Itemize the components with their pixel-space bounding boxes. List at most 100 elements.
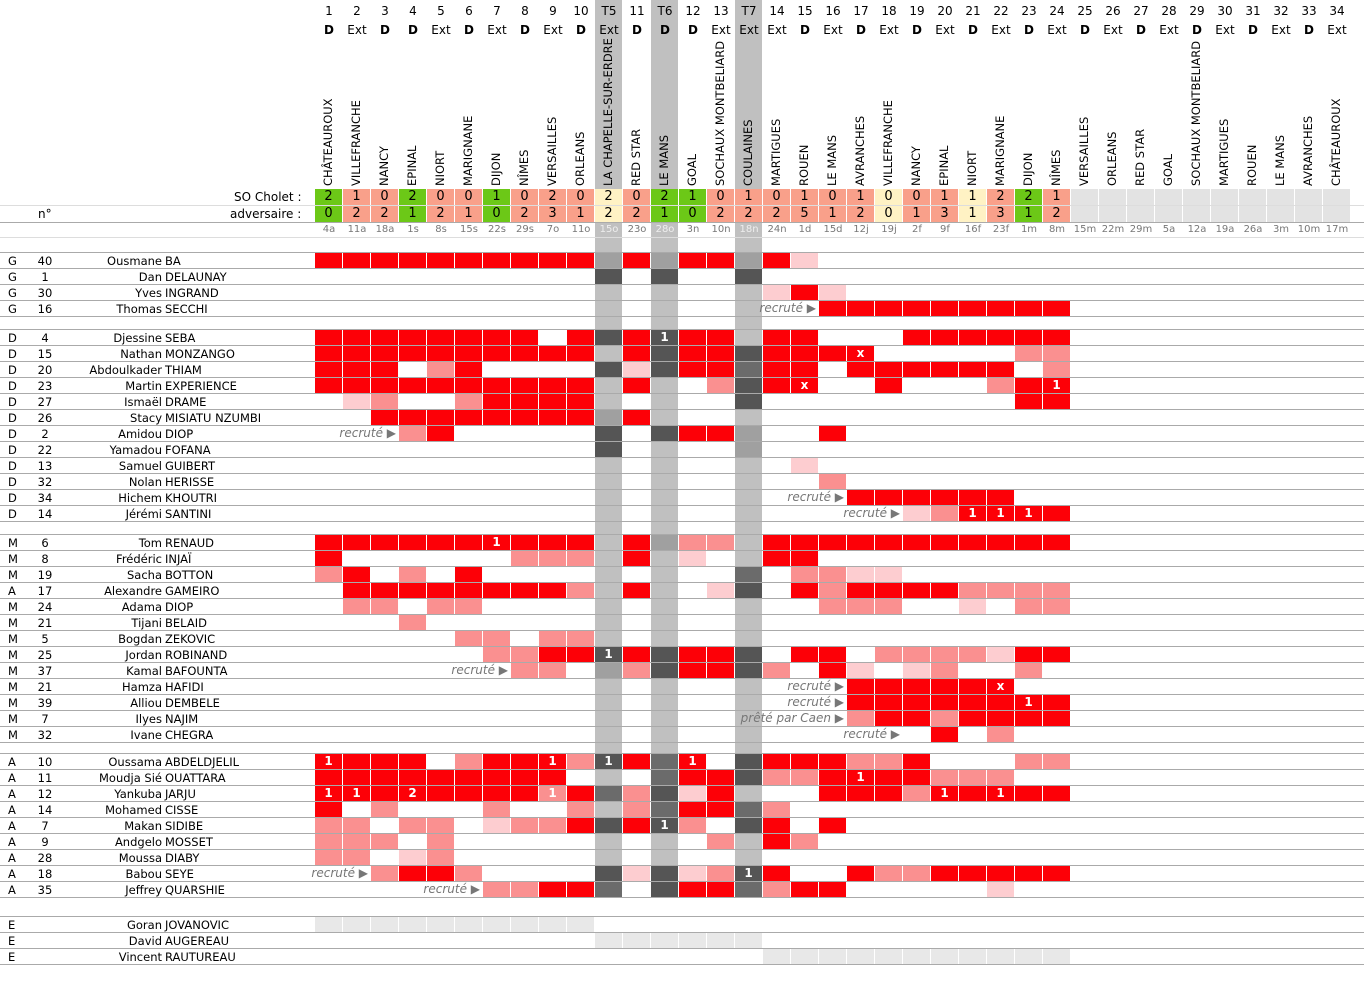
appearance-cell[interactable] bbox=[987, 330, 1014, 345]
appearance-cell[interactable] bbox=[847, 567, 874, 582]
appearance-cell[interactable] bbox=[623, 253, 650, 268]
appearance-cell[interactable] bbox=[343, 253, 370, 268]
appearance-cell[interactable] bbox=[343, 535, 370, 550]
appearance-cell[interactable] bbox=[567, 583, 594, 598]
appearance-cell[interactable] bbox=[595, 933, 622, 948]
player-first-name[interactable]: Hamza bbox=[122, 680, 162, 694]
goal-cell[interactable]: 1 bbox=[315, 754, 342, 769]
appearance-cell[interactable] bbox=[847, 866, 874, 881]
player-last-name[interactable]: SEYE bbox=[165, 867, 194, 881]
appearance-cell[interactable] bbox=[931, 727, 958, 742]
appearance-cell[interactable] bbox=[1015, 866, 1042, 881]
appearance-cell[interactable] bbox=[427, 786, 454, 801]
appearance-cell[interactable] bbox=[1043, 394, 1070, 409]
appearance-cell[interactable] bbox=[1015, 330, 1042, 345]
appearance-cell[interactable] bbox=[819, 535, 846, 550]
player-first-name[interactable]: Dan bbox=[138, 270, 162, 284]
appearance-cell[interactable] bbox=[371, 330, 398, 345]
appearance-cell[interactable] bbox=[707, 362, 734, 377]
appearance-cell[interactable] bbox=[875, 362, 902, 377]
appearance-cell[interactable] bbox=[791, 535, 818, 550]
appearance-cell[interactable] bbox=[763, 770, 790, 785]
appearance-cell[interactable] bbox=[315, 818, 342, 833]
appearance-cell[interactable] bbox=[651, 253, 678, 268]
appearance-cell[interactable] bbox=[483, 882, 510, 897]
appearance-cell[interactable] bbox=[483, 346, 510, 361]
appearance-cell[interactable] bbox=[1043, 506, 1070, 521]
appearance-cell[interactable] bbox=[763, 818, 790, 833]
appearance-cell[interactable] bbox=[903, 679, 930, 694]
appearance-cell[interactable] bbox=[735, 269, 762, 284]
appearance-cell[interactable] bbox=[791, 882, 818, 897]
appearance-cell[interactable] bbox=[1043, 695, 1070, 710]
player-last-name[interactable]: INGRAND bbox=[165, 286, 219, 300]
appearance-cell[interactable] bbox=[819, 818, 846, 833]
appearance-cell[interactable] bbox=[707, 583, 734, 598]
appearance-cell[interactable] bbox=[791, 834, 818, 849]
player-first-name[interactable]: Martin bbox=[125, 379, 162, 393]
player-last-name[interactable]: CHEGRA bbox=[165, 728, 214, 742]
appearance-cell[interactable] bbox=[427, 410, 454, 425]
player-first-name[interactable]: Mohamed bbox=[105, 803, 162, 817]
appearance-cell[interactable] bbox=[903, 663, 930, 678]
appearance-cell[interactable] bbox=[483, 770, 510, 785]
goal-cell[interactable]: 1 bbox=[1015, 506, 1042, 521]
appearance-cell[interactable] bbox=[763, 882, 790, 897]
appearance-cell[interactable] bbox=[623, 663, 650, 678]
appearance-cell[interactable] bbox=[707, 663, 734, 678]
appearance-cell[interactable] bbox=[427, 917, 454, 932]
appearance-cell[interactable] bbox=[819, 474, 846, 489]
appearance-cell[interactable] bbox=[483, 917, 510, 932]
appearance-cell[interactable] bbox=[399, 754, 426, 769]
appearance-cell[interactable] bbox=[903, 301, 930, 316]
player-last-name[interactable]: SECCHI bbox=[165, 302, 208, 316]
appearance-cell[interactable] bbox=[707, 346, 734, 361]
goal-cell[interactable]: 1 bbox=[735, 866, 762, 881]
appearance-cell[interactable] bbox=[819, 949, 846, 964]
appearance-cell[interactable] bbox=[959, 330, 986, 345]
appearance-cell[interactable] bbox=[875, 583, 902, 598]
appearance-cell[interactable] bbox=[567, 330, 594, 345]
appearance-cell[interactable] bbox=[455, 631, 482, 646]
appearance-cell[interactable] bbox=[987, 770, 1014, 785]
appearance-cell[interactable] bbox=[735, 346, 762, 361]
player-last-name[interactable]: GAMEIRO bbox=[165, 584, 220, 598]
goal-cell[interactable]: 1 bbox=[1015, 695, 1042, 710]
appearance-cell[interactable] bbox=[707, 535, 734, 550]
appearance-cell[interactable] bbox=[399, 426, 426, 441]
player-last-name[interactable]: NAJIM bbox=[165, 712, 199, 726]
player-first-name[interactable]: Adama bbox=[121, 600, 162, 614]
appearance-cell[interactable] bbox=[707, 770, 734, 785]
appearance-cell[interactable] bbox=[399, 850, 426, 865]
appearance-cell[interactable] bbox=[819, 426, 846, 441]
card-cell[interactable]: x bbox=[847, 346, 874, 361]
appearance-cell[interactable] bbox=[651, 346, 678, 361]
appearance-cell[interactable] bbox=[819, 285, 846, 300]
player-first-name[interactable]: Goran bbox=[126, 918, 162, 932]
appearance-cell[interactable] bbox=[455, 346, 482, 361]
appearance-cell[interactable] bbox=[707, 834, 734, 849]
appearance-cell[interactable] bbox=[483, 647, 510, 662]
appearance-cell[interactable] bbox=[343, 378, 370, 393]
appearance-cell[interactable] bbox=[651, 786, 678, 801]
appearance-cell[interactable] bbox=[371, 583, 398, 598]
appearance-cell[interactable] bbox=[1043, 346, 1070, 361]
appearance-cell[interactable] bbox=[679, 253, 706, 268]
appearance-cell[interactable] bbox=[483, 394, 510, 409]
appearance-cell[interactable] bbox=[735, 567, 762, 582]
player-last-name[interactable]: BA bbox=[165, 254, 181, 268]
player-first-name[interactable]: Stacy bbox=[130, 411, 162, 425]
appearance-cell[interactable] bbox=[567, 253, 594, 268]
appearance-cell[interactable] bbox=[735, 933, 762, 948]
player-first-name[interactable]: Tom bbox=[138, 536, 162, 550]
player-first-name[interactable]: Yamadou bbox=[109, 443, 162, 457]
appearance-cell[interactable] bbox=[371, 599, 398, 614]
player-last-name[interactable]: DIOP bbox=[165, 600, 194, 614]
appearance-cell[interactable] bbox=[959, 599, 986, 614]
appearance-cell[interactable] bbox=[623, 802, 650, 817]
goal-cell[interactable]: 1 bbox=[651, 818, 678, 833]
appearance-cell[interactable] bbox=[931, 330, 958, 345]
appearance-cell[interactable] bbox=[959, 695, 986, 710]
appearance-cell[interactable] bbox=[875, 786, 902, 801]
appearance-cell[interactable] bbox=[931, 583, 958, 598]
